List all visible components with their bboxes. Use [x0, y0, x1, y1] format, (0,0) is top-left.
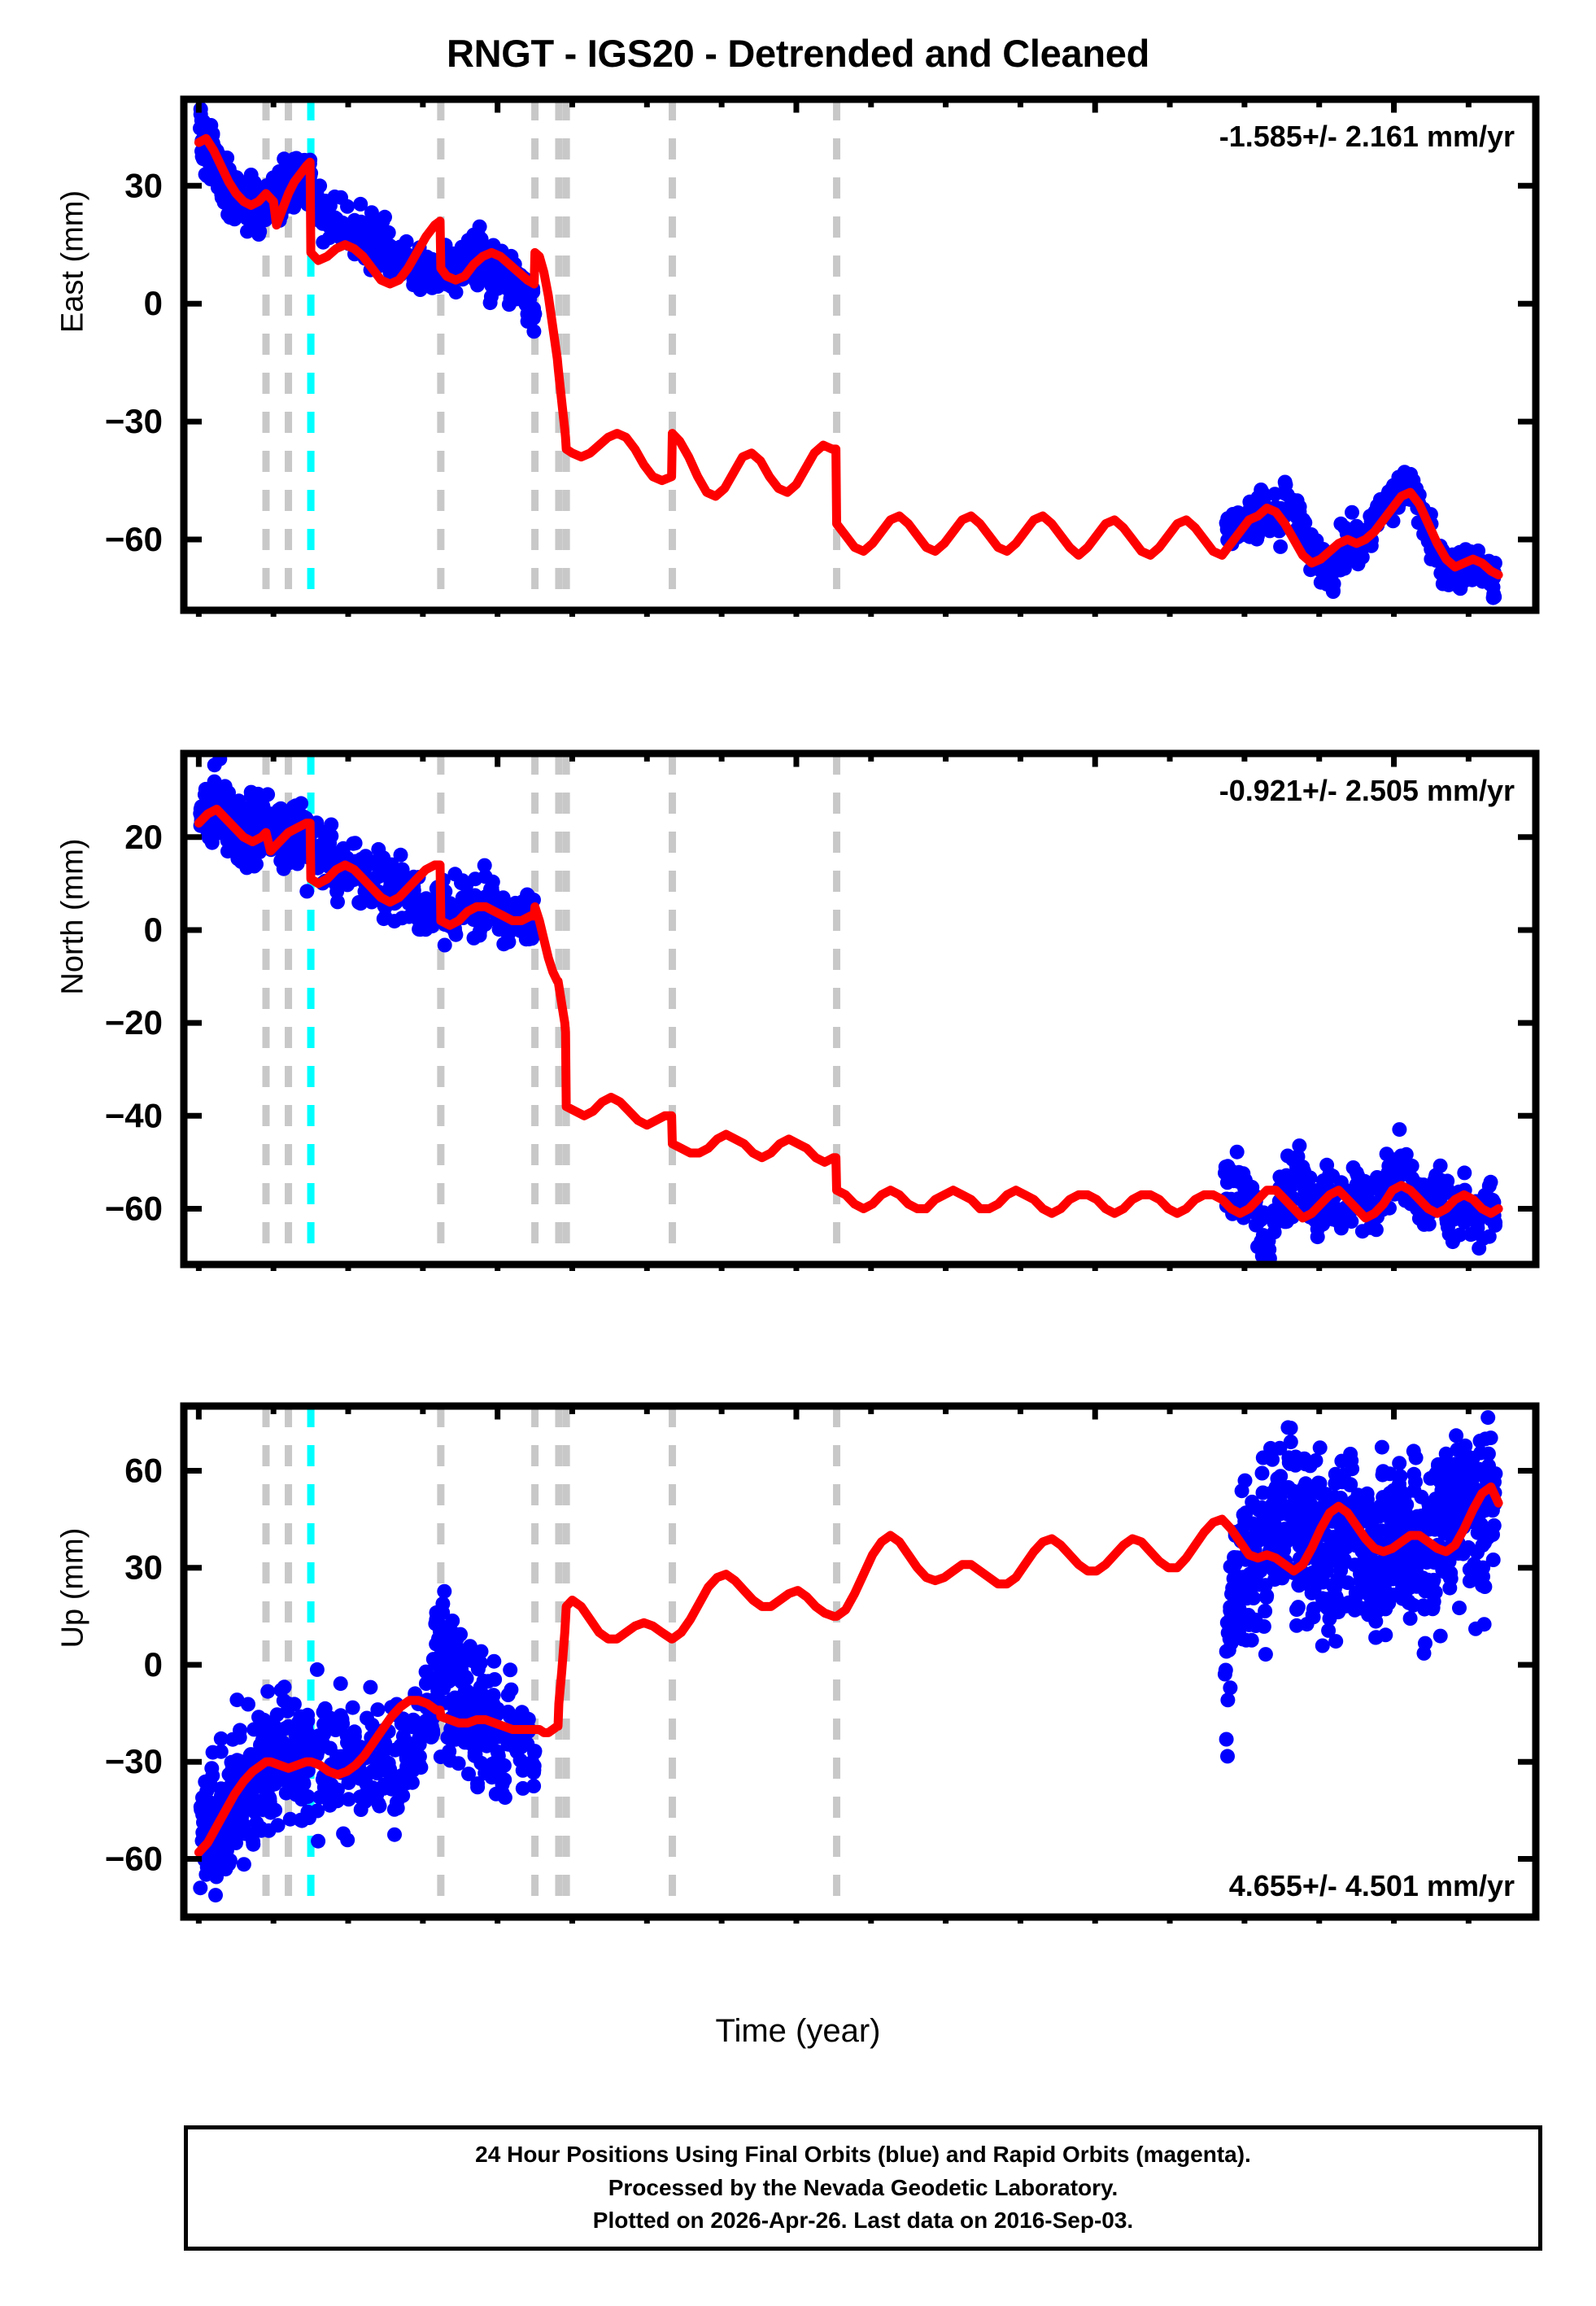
- y-tick-label: −20: [105, 1003, 163, 1042]
- footer-line-2: Processed by the Nevada Geodetic Laborat…: [608, 2174, 1119, 2200]
- panel-north: 200−20−40−6020082010201220142016-0.921+/…: [0, 749, 1596, 1271]
- chart-east: 300−30−6020082010201220142016-1.585+/- 2…: [105, 95, 1540, 617]
- model-line-north: [194, 805, 1503, 1223]
- footer-caption-box: 24 Hour Positions Using Final Orbits (bl…: [184, 2125, 1542, 2251]
- y-tick-label: 0: [144, 1645, 163, 1684]
- page-title: RNGT - IGS20 - Detrended and Cleaned: [446, 32, 1150, 75]
- x-axis-title: Time (year): [715, 2013, 881, 2049]
- y-tick-label: −60: [105, 1839, 163, 1877]
- y-tick-label: −60: [105, 520, 163, 558]
- chart-north: 200−20−40−6020082010201220142016-0.921+/…: [105, 749, 1540, 1271]
- plot-frame: [180, 95, 1540, 614]
- x-axis-ticks: [195, 99, 1472, 617]
- plot-frame: [180, 749, 1540, 1269]
- y-tick-label: 0: [144, 911, 163, 949]
- footer-line-3: Plotted on 2026-Apr-26. Last data on 201…: [592, 2208, 1134, 2234]
- panel-up: 60300−30−60200820102012201420164.655+/- …: [0, 1401, 1596, 1924]
- y-tick-label: −30: [105, 1742, 163, 1780]
- plot-frame: [180, 1402, 1540, 1921]
- x-axis-ticks: [195, 753, 1472, 1271]
- panel-east: 300−30−6020082010201220142016-1.585+/- 2…: [0, 94, 1596, 617]
- footer-line-1: 24 Hour Positions Using Final Orbits (bl…: [475, 2142, 1251, 2168]
- y-tick-label: 30: [124, 1548, 163, 1587]
- y-tick-label: −60: [105, 1189, 163, 1227]
- y-axis-ticks: 60 30 0 −30 −60: [105, 1451, 1536, 1877]
- y-axis-title-east: East (mm): [55, 190, 90, 334]
- y-axis-title-north: North (mm): [55, 838, 90, 995]
- model-line-east: [194, 133, 1503, 579]
- rate-annotation-up: 4.655+/- 4.501 mm/yr: [1229, 1869, 1515, 1902]
- y-tick-label: 60: [124, 1451, 163, 1489]
- rate-annotation-east: -1.585+/- 2.161 mm/yr: [1219, 120, 1515, 153]
- y-tick-label: 20: [124, 818, 163, 856]
- rate-annotation-north: -0.921+/- 2.505 mm/yr: [1219, 774, 1515, 807]
- chart-up: 60300−30−60200820102012201420164.655+/- …: [105, 1402, 1540, 1924]
- y-axis-title-up: Up (mm): [55, 1527, 90, 1649]
- y-axis-ticks: 30 0 −30 −60: [105, 166, 1536, 558]
- model-line-up: [194, 1482, 1503, 1857]
- y-tick-label: −30: [105, 402, 163, 440]
- y-tick-label: 30: [124, 166, 163, 204]
- y-tick-label: −40: [105, 1096, 163, 1134]
- y-tick-label: 0: [144, 284, 163, 322]
- y-axis-ticks: 20 0 −20 −40 −60: [105, 818, 1536, 1227]
- x-axis-ticks: [195, 1406, 1472, 1924]
